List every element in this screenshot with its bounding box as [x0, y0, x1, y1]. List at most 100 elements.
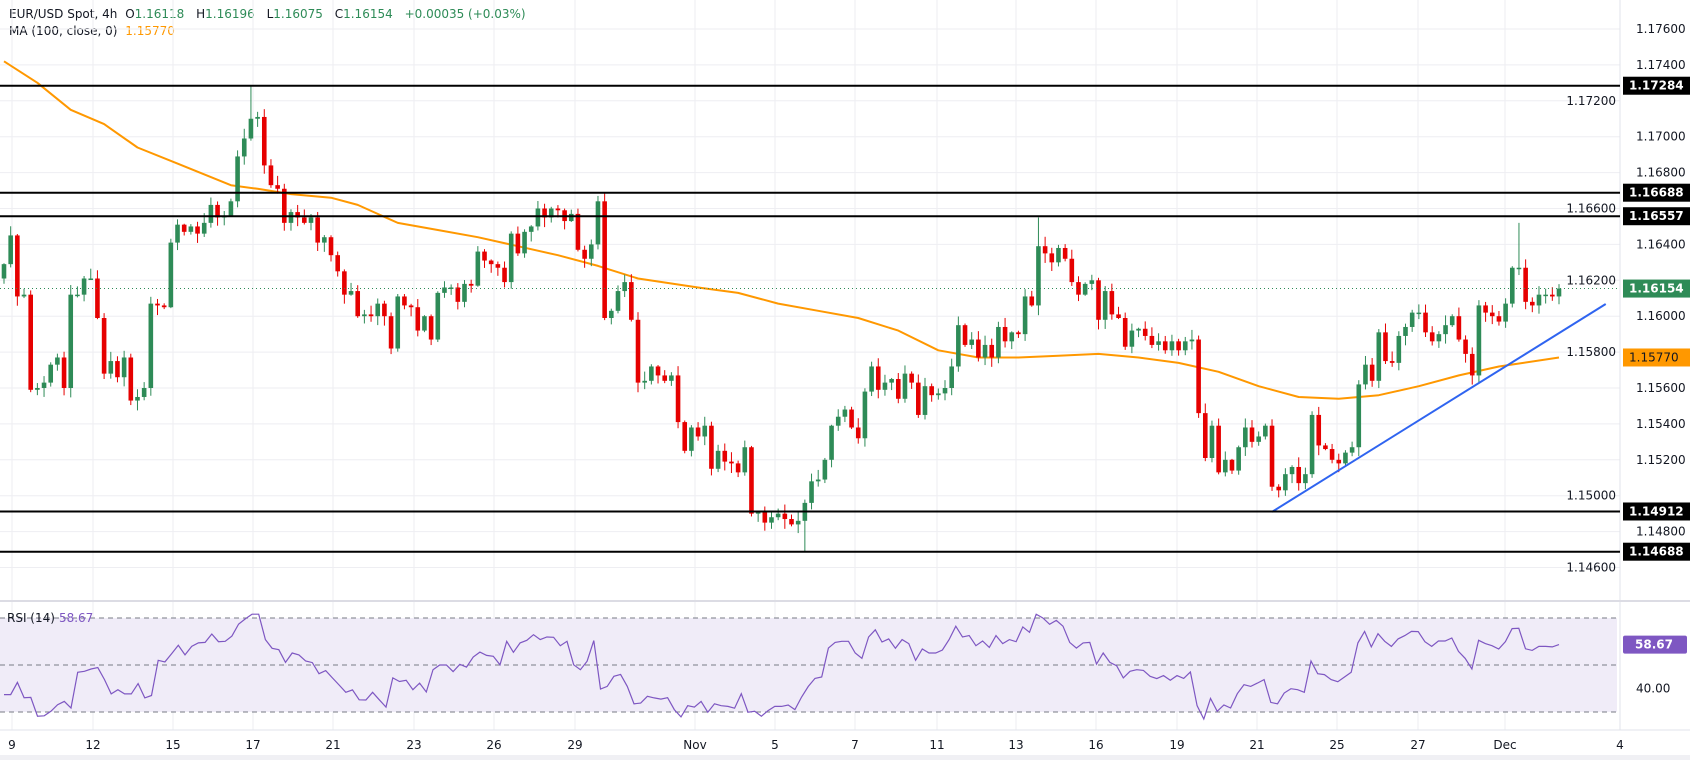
rsi-line	[4, 613, 1560, 721]
candle-body	[655, 366, 661, 376]
candle	[315, 211, 320, 251]
candle	[1483, 301, 1488, 322]
candle-body	[1, 264, 7, 279]
candle-body	[121, 357, 127, 378]
candle	[869, 361, 874, 397]
symbol-title[interactable]: EUR/USD Spot, 4h	[9, 7, 118, 21]
candle	[655, 365, 661, 384]
candle	[1476, 300, 1482, 384]
candle	[1429, 326, 1435, 346]
candle-body	[148, 303, 154, 388]
candle	[1162, 335, 1168, 354]
candle	[1516, 222, 1522, 276]
candle	[956, 316, 961, 372]
candle-body	[929, 386, 934, 396]
candle-body	[1089, 280, 1095, 284]
candle-body	[315, 217, 320, 243]
candle-body	[1509, 267, 1515, 304]
candle	[515, 226, 521, 256]
candle-body	[862, 391, 868, 439]
candle	[855, 418, 861, 444]
candle	[101, 313, 107, 380]
candle-body	[782, 513, 788, 520]
candle	[902, 365, 908, 403]
candle	[709, 421, 714, 476]
candle-body	[809, 481, 814, 503]
level-price-badge	[1623, 207, 1690, 226]
candle-body	[1096, 280, 1101, 320]
candle	[1323, 443, 1328, 451]
candle-body	[228, 201, 234, 216]
candle	[415, 299, 421, 337]
candle-body	[969, 339, 975, 345]
candle	[1303, 467, 1308, 490]
ma-legend[interactable]: MA (100, close, 0) 1.15770	[9, 24, 179, 38]
candle	[882, 374, 888, 396]
candle-body	[95, 278, 100, 318]
candle	[522, 229, 527, 258]
candle	[1343, 450, 1348, 466]
candle	[1109, 283, 1115, 320]
candle-body	[1503, 303, 1508, 322]
candle-body	[1283, 474, 1288, 491]
candle	[675, 366, 681, 429]
candle	[462, 280, 467, 308]
candle	[35, 383, 40, 396]
candle-body	[1009, 332, 1015, 342]
candle	[875, 358, 881, 399]
candle	[1149, 327, 1155, 349]
candle-body	[595, 201, 601, 245]
candle-body	[1389, 361, 1395, 363]
candle-body	[141, 388, 147, 397]
candle-body	[188, 226, 194, 232]
candle-body	[1062, 247, 1068, 259]
candle	[248, 85, 254, 141]
candle-body	[235, 156, 240, 202]
candle-body	[8, 235, 13, 265]
candle-body	[629, 282, 634, 320]
candle-body	[1129, 330, 1135, 347]
candle-body	[1109, 291, 1115, 315]
candle-body	[1149, 335, 1155, 345]
candle-body	[255, 116, 260, 119]
candle	[735, 460, 741, 478]
trendline	[1271, 303, 1607, 513]
candle	[849, 406, 854, 430]
candle	[168, 238, 174, 309]
open-value: 1.16118	[134, 7, 185, 21]
candle	[8, 226, 13, 268]
candle	[548, 206, 554, 223]
candle	[1503, 298, 1508, 328]
candle-body	[1476, 305, 1482, 376]
candle	[755, 510, 761, 522]
candle-body	[1349, 447, 1355, 453]
candle	[1376, 329, 1382, 389]
candle-body	[201, 222, 207, 234]
candle	[1002, 317, 1008, 348]
candle-body	[916, 382, 921, 415]
candle	[609, 308, 614, 325]
candle-body	[1289, 466, 1295, 475]
candle-body	[1309, 414, 1315, 475]
close-label: C1.16154	[334, 7, 393, 21]
candle	[1276, 484, 1281, 498]
rsi-legend[interactable]: RSI (14) 58.67	[7, 611, 93, 625]
candle	[1156, 333, 1161, 351]
candle-body	[288, 212, 294, 223]
candle-body	[1209, 425, 1215, 459]
time-axis-label: Nov	[683, 738, 706, 752]
low-value: 1.16075	[273, 7, 323, 21]
candle	[1283, 468, 1288, 496]
candle	[1009, 331, 1015, 350]
candle	[55, 353, 60, 371]
candle	[195, 221, 200, 243]
candle	[48, 362, 54, 387]
candle-body	[962, 325, 968, 345]
candle	[742, 440, 748, 476]
candle-body	[1323, 445, 1328, 450]
level-price-badge-text: 1.14688	[1629, 545, 1684, 559]
time-axis-label: 13	[1008, 738, 1023, 752]
candle-body	[1236, 447, 1241, 471]
candle-body	[1276, 486, 1281, 491]
